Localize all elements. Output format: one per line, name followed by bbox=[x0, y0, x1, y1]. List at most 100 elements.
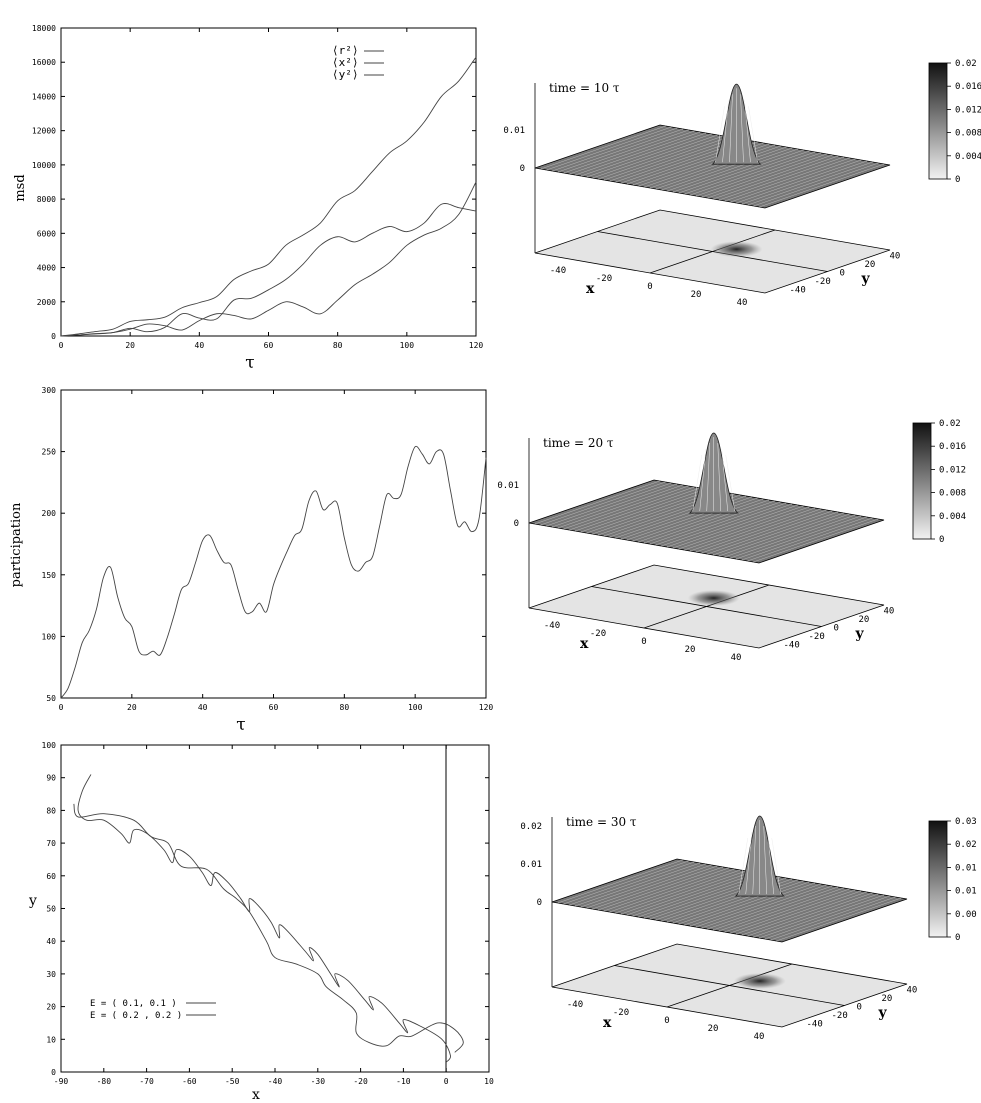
peak-mesh-line bbox=[725, 455, 735, 512]
mesh-line bbox=[638, 873, 764, 918]
peak-mesh-line bbox=[706, 443, 710, 512]
mesh-line bbox=[724, 888, 850, 933]
surface-title: time = 20 τ bbox=[543, 436, 614, 450]
x-tick-label: 100 bbox=[408, 703, 423, 712]
legend-label-e02: E = ( 0.2 , 0.2 ) bbox=[90, 1011, 182, 1021]
mesh-line bbox=[724, 513, 850, 558]
peak-mesh-line bbox=[740, 94, 744, 163]
y-tick-label: -40 bbox=[784, 641, 800, 651]
legend-label-x2: ⟨x²⟩ bbox=[332, 56, 359, 69]
mesh-line bbox=[770, 896, 896, 941]
mesh-line bbox=[695, 508, 821, 553]
y-tick-label: 40 bbox=[890, 251, 901, 261]
surface-y-axis-label: y bbox=[861, 271, 871, 287]
colorbar-tick-label: 0.012 bbox=[939, 465, 966, 475]
y-tick-label: 250 bbox=[42, 448, 57, 457]
mesh-line bbox=[569, 861, 695, 906]
mesh-line bbox=[707, 154, 833, 199]
msd-y-axis-label: msd bbox=[13, 174, 28, 201]
colorbar-tick-label: 0.004 bbox=[939, 512, 966, 522]
x-tick-label: 0 bbox=[59, 703, 64, 712]
mesh-line bbox=[666, 503, 793, 548]
mesh-line bbox=[678, 880, 804, 925]
mesh-line bbox=[741, 516, 867, 561]
y-tick-label: 70 bbox=[46, 839, 56, 848]
z-tick-label: 0 bbox=[514, 519, 519, 529]
x-tick-label: 80 bbox=[340, 703, 350, 712]
z-tick-label: 0.02 bbox=[520, 822, 542, 832]
mesh-line bbox=[759, 163, 885, 208]
mesh-line bbox=[586, 489, 712, 534]
mesh-line bbox=[741, 891, 867, 936]
x-tick-label: -20 bbox=[353, 1077, 368, 1086]
colorbar-tick-label: 0 bbox=[955, 933, 960, 943]
y-tick-label: 8000 bbox=[37, 195, 56, 204]
colorbar-tick-label: 0.012 bbox=[955, 105, 981, 115]
y-tick-label: 10 bbox=[46, 1035, 56, 1044]
y-tick-label: 150 bbox=[42, 571, 57, 580]
participation-series bbox=[60, 445, 487, 699]
peak-mesh-line bbox=[767, 832, 774, 895]
x-tick-label: 120 bbox=[479, 703, 494, 712]
colorbar bbox=[928, 820, 948, 938]
mesh-line bbox=[718, 512, 844, 557]
y-tick-label: 20 bbox=[859, 615, 870, 625]
participation-x-ticks: 0 20 40 60 80 100 120 bbox=[59, 390, 494, 712]
y-tick-label: 2000 bbox=[37, 298, 56, 307]
peak-mesh-line bbox=[721, 449, 728, 512]
mesh-line bbox=[678, 149, 804, 194]
colorbar-tick-label: 0 bbox=[955, 175, 960, 185]
mesh-line bbox=[707, 510, 833, 555]
x-tick-label: -40 bbox=[567, 1000, 583, 1010]
msd-x-ticks: 0 20 40 60 80 100 120 bbox=[59, 28, 483, 350]
mesh-line bbox=[540, 481, 666, 526]
colorbar-tick-label: 0.00 bbox=[955, 910, 977, 920]
y-tick-label: -20 bbox=[809, 632, 825, 642]
mesh-line bbox=[684, 506, 810, 551]
mesh-line bbox=[730, 158, 856, 203]
y-tick-label: 4000 bbox=[37, 264, 56, 273]
mesh-line bbox=[695, 883, 821, 928]
heatmap-peak-blob bbox=[687, 590, 740, 607]
msd-y-ticks: 0 2000 4000 6000 8000 10000 12000 14000 16000 180… bbox=[32, 24, 476, 341]
y-tick-label: 20 bbox=[865, 260, 876, 270]
mesh-line bbox=[592, 134, 718, 179]
x-tick-label: 0 bbox=[59, 341, 64, 350]
heatmap-peak-blob bbox=[710, 241, 763, 258]
mesh-line bbox=[580, 132, 707, 177]
mesh-line bbox=[551, 483, 678, 528]
trajectory-plot-frame bbox=[60, 744, 490, 1073]
legend-label-y2: ⟨y²⟩ bbox=[332, 68, 359, 81]
y-tick-label: 50 bbox=[46, 694, 56, 703]
series-line-2 bbox=[60, 203, 477, 337]
mesh-line bbox=[655, 501, 781, 546]
x-tick-label: 100 bbox=[400, 341, 415, 350]
x-tick-label: 20 bbox=[685, 645, 696, 655]
msd-legend: ⟨r²⟩ ⟨x²⟩ ⟨y²⟩ bbox=[332, 44, 384, 81]
x-tick-label: 60 bbox=[269, 703, 279, 712]
y-tick-label: 80 bbox=[46, 806, 56, 815]
y-tick-label: -20 bbox=[815, 277, 831, 287]
y-tick-label: 6000 bbox=[37, 229, 56, 238]
x-tick-label: -70 bbox=[139, 1077, 154, 1086]
y-tick-label: 0 bbox=[51, 332, 56, 341]
x-tick-label: -10 bbox=[396, 1077, 411, 1086]
z-tick-label: 0 bbox=[520, 164, 525, 174]
surface-y-axis-label: y bbox=[855, 626, 865, 642]
mesh-line bbox=[580, 488, 706, 533]
x-tick-label: -20 bbox=[596, 274, 612, 284]
mesh-line bbox=[557, 484, 683, 529]
x-tick-label: -40 bbox=[268, 1077, 283, 1086]
mesh-line bbox=[758, 894, 885, 939]
x-tick-label: 20 bbox=[127, 703, 137, 712]
mesh-line bbox=[747, 161, 873, 206]
mesh-line bbox=[563, 485, 689, 530]
surface-plot-time-10: time = 10 τ 0 0.01 -40 -20 0 20 40 -40 -20 0 20 40 x y… bbox=[503, 59, 981, 308]
mesh-line bbox=[546, 482, 672, 527]
mesh-line bbox=[603, 136, 730, 181]
msd-x-axis-label: τ bbox=[245, 353, 254, 373]
mesh-line bbox=[557, 859, 683, 904]
y-tick-label: 60 bbox=[46, 872, 56, 881]
mesh-line bbox=[592, 490, 718, 535]
